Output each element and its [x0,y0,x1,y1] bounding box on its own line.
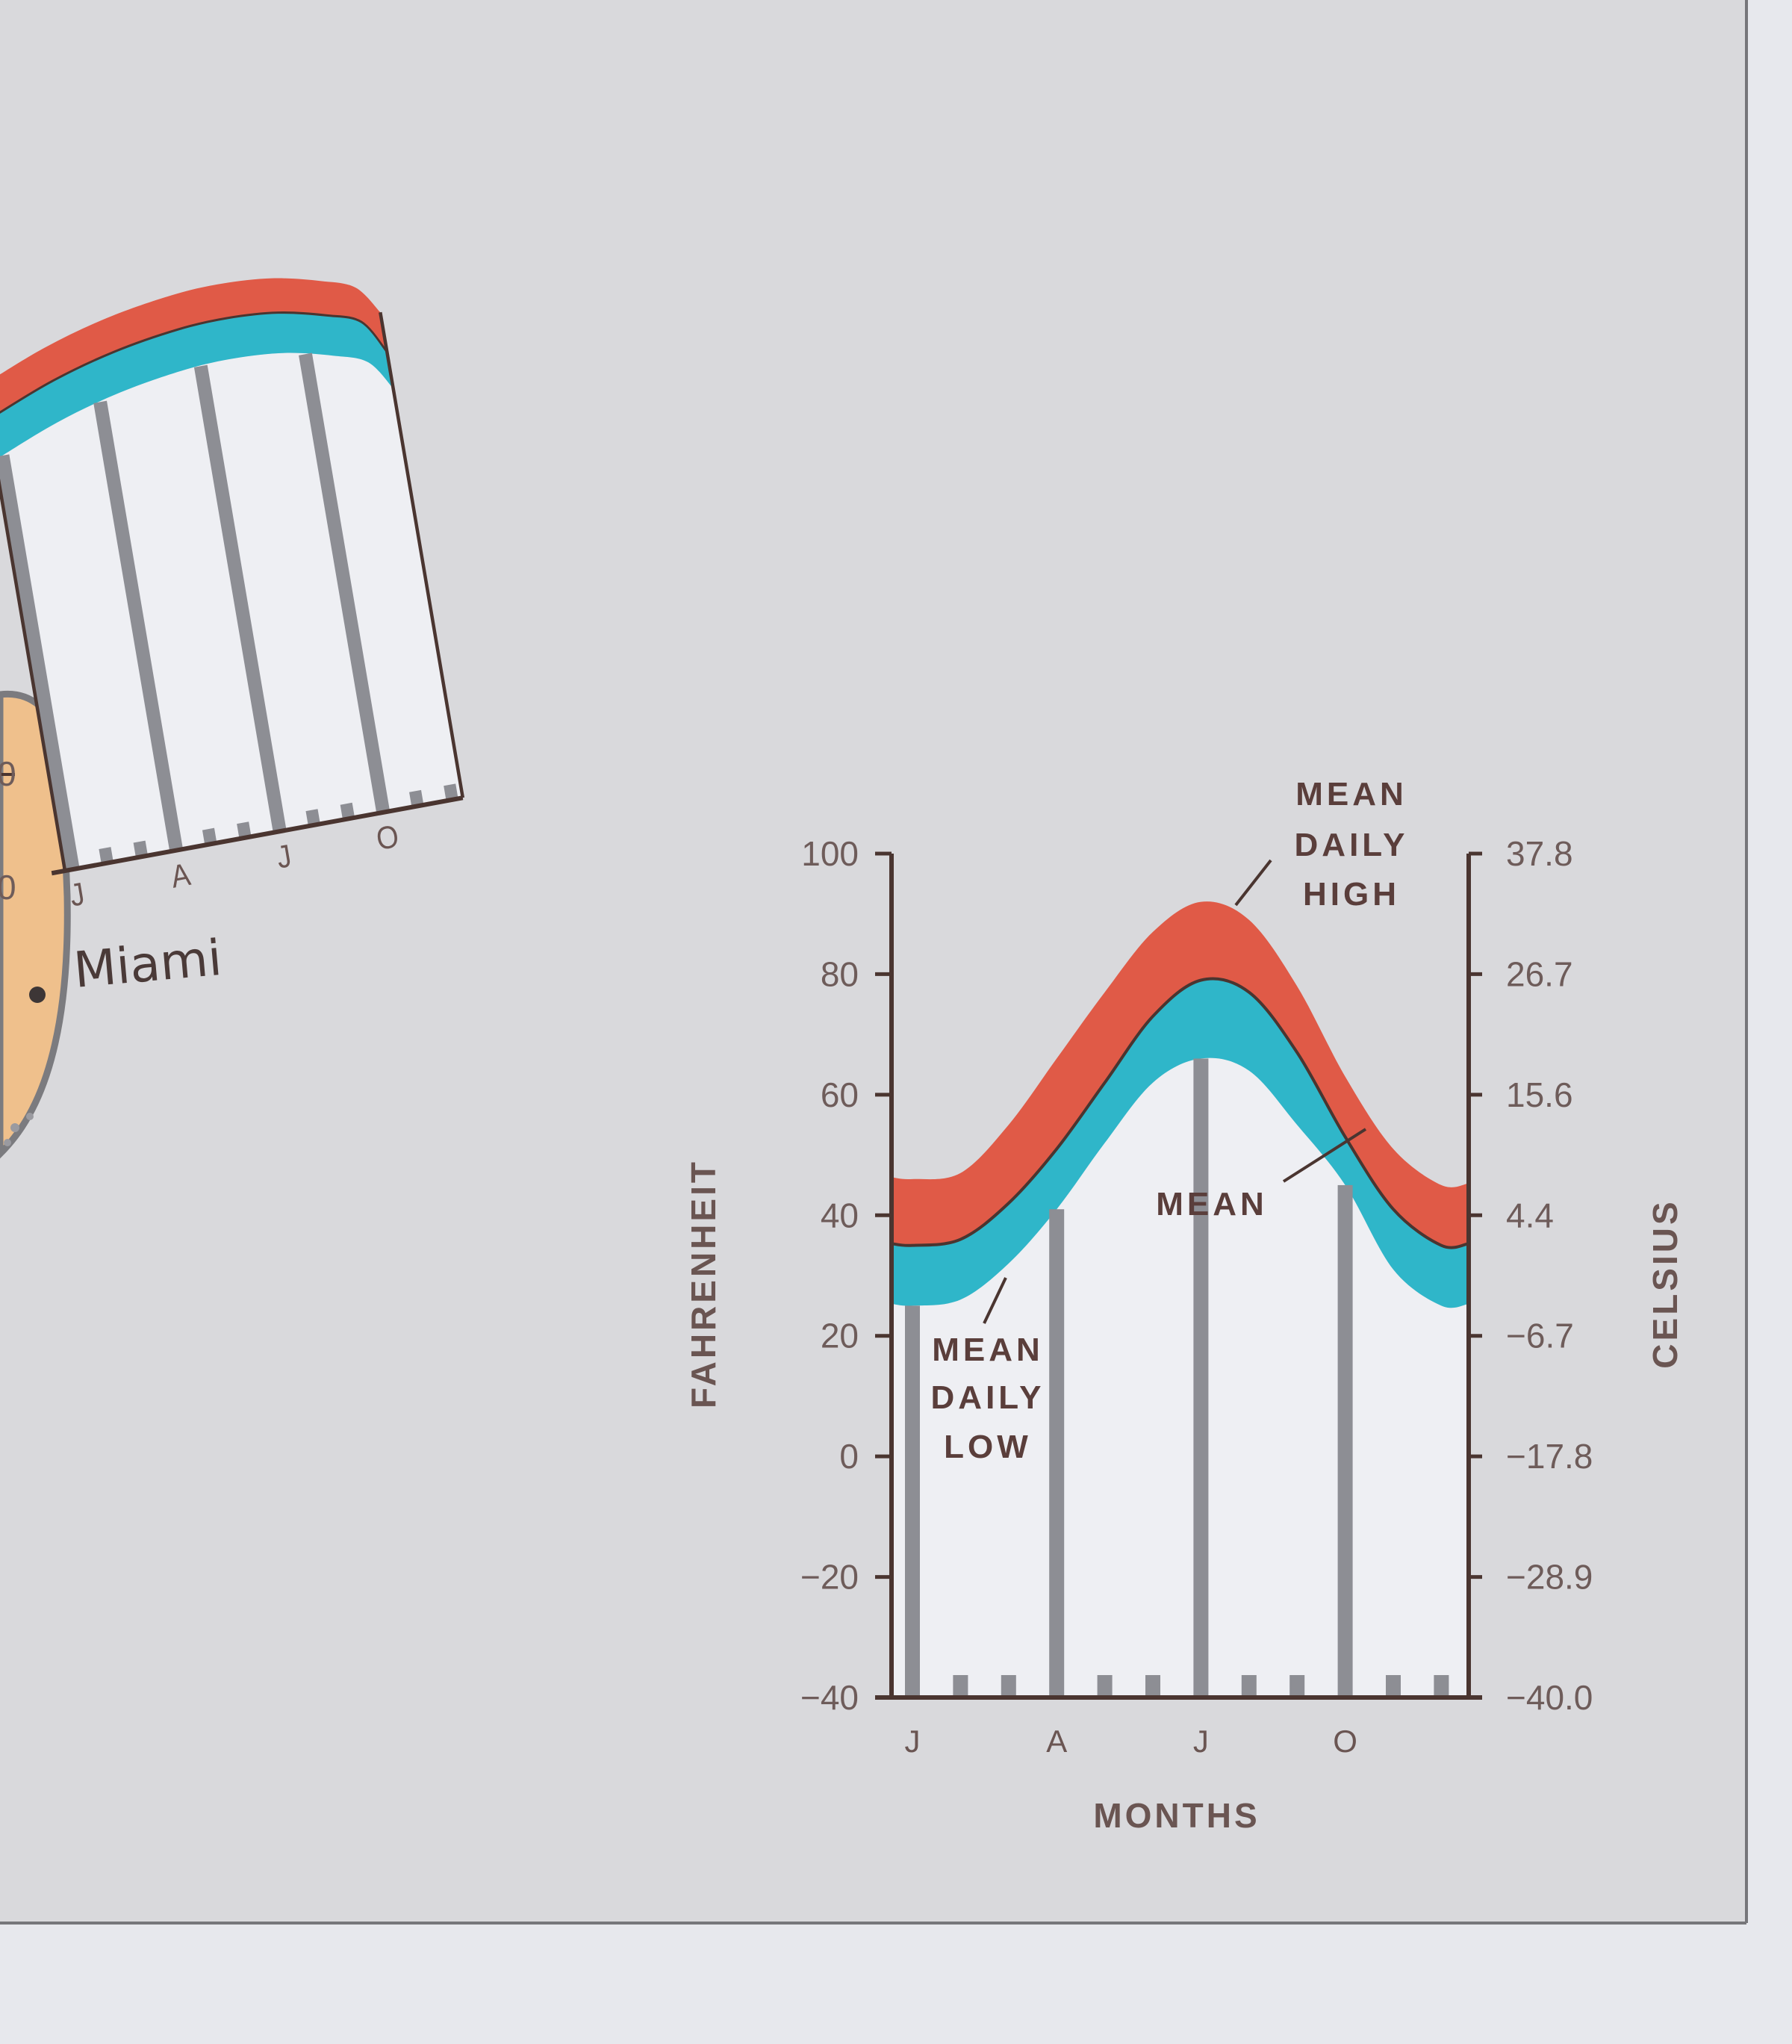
annotation-low-leader [983,1277,1007,1324]
inset-month-tick [99,847,113,865]
month-label: A [1046,1724,1067,1759]
left-tick-label: 0 [839,1437,859,1476]
annotation-low-line1: MEAN [932,1332,1044,1368]
inset-bottom-axis [51,795,464,876]
month-tick-Feb [953,1675,968,1697]
inset-month-bar [193,364,287,833]
florida-keys-islands [4,1113,34,1146]
right-tick-label: 37.8 [1506,834,1573,873]
month-label: O [1333,1724,1357,1759]
left-tick-label: −20 [800,1558,859,1597]
right-tick-label: 15.6 [1506,1075,1573,1114]
inset-month-tick [237,821,252,839]
left-tick-label: 20 [821,1317,859,1355]
mean-line [891,977,1469,1249]
inset-month-bar [299,352,391,814]
month-tick-Sep [1289,1675,1305,1697]
inset-left-axis [0,332,67,872]
right-tick-label: 4.4 [1506,1196,1554,1234]
left-tick-label: 100 [801,834,859,873]
month-tick-May [1097,1675,1113,1697]
month-bar-Jul [1193,1058,1209,1697]
y-axis-label-fahrenheit: FAHRENHEIT [684,1159,723,1408]
right-tick-label: −28.9 [1506,1558,1593,1597]
right-tick-label: −6.7 [1506,1317,1574,1355]
month-tick-Jun [1145,1675,1160,1697]
annotation-low-line2: DAILY [931,1379,1045,1416]
inset-right-axis [379,311,465,798]
month-tick-Mar [1001,1675,1016,1697]
miami-city-dot [29,987,46,1003]
inset-mean-band [0,312,393,460]
inset-month-bar [0,454,80,871]
month-tick-Nov [1386,1675,1401,1697]
left-tick-label: −40 [800,1678,859,1717]
annotation-low-line3: LOW [944,1429,1032,1465]
plot-area-fill [892,1057,1469,1697]
inset-month-bar [93,400,184,852]
inset-y-tick-label: 0 [0,868,16,907]
month-label: J [905,1724,921,1759]
annotation-high-leader [1234,859,1272,907]
inset-month-tick [409,789,424,807]
right-tick-label: −17.8 [1506,1437,1593,1476]
miami-city-label: Miami [72,929,224,999]
annotation-high-line1: MEAN [1295,776,1407,813]
temperature-chart: 100 37.8 80 26.7 60 15.6 40 4.4 20 −6.7 0 −17.8 −20 −… [800,834,1593,1759]
month-label: J [1193,1724,1209,1759]
y-axis-label-celsius: CELSIUS [1646,1199,1684,1368]
mean-daily-high-band [892,901,1469,1248]
annotation-mean: MEAN [1156,1186,1268,1223]
left-tick-label: 40 [821,1196,859,1234]
month-tick-Dec [1434,1675,1449,1697]
inset-high-band [0,278,388,420]
left-tick-label: 60 [821,1075,859,1114]
left-tick-label: 80 [821,954,859,993]
right-tick-label: 26.7 [1506,954,1573,993]
annotation-high-line2: DAILY [1295,827,1409,863]
inset-month-tick [305,809,320,827]
month-bar-Jan [905,1305,920,1697]
month-tick-Aug [1241,1675,1257,1697]
annotation-mean-leader [1282,1128,1367,1183]
inset-mean-line [0,311,388,421]
inset-month-tick [133,840,149,858]
right-tick-label: −40.0 [1506,1678,1593,1717]
month-bar-Apr [1049,1209,1065,1697]
x-axis-label-months: MONTHS [1093,1796,1260,1835]
mean-band [892,978,1469,1308]
month-bar-Oct [1337,1184,1353,1697]
inset-month-tick [444,783,458,801]
inset-month-tick [340,802,355,820]
inset-y-tick-label: 0 [0,754,16,793]
inset-month-tick [202,827,217,845]
annotation-high-line3: HIGH [1303,876,1400,913]
